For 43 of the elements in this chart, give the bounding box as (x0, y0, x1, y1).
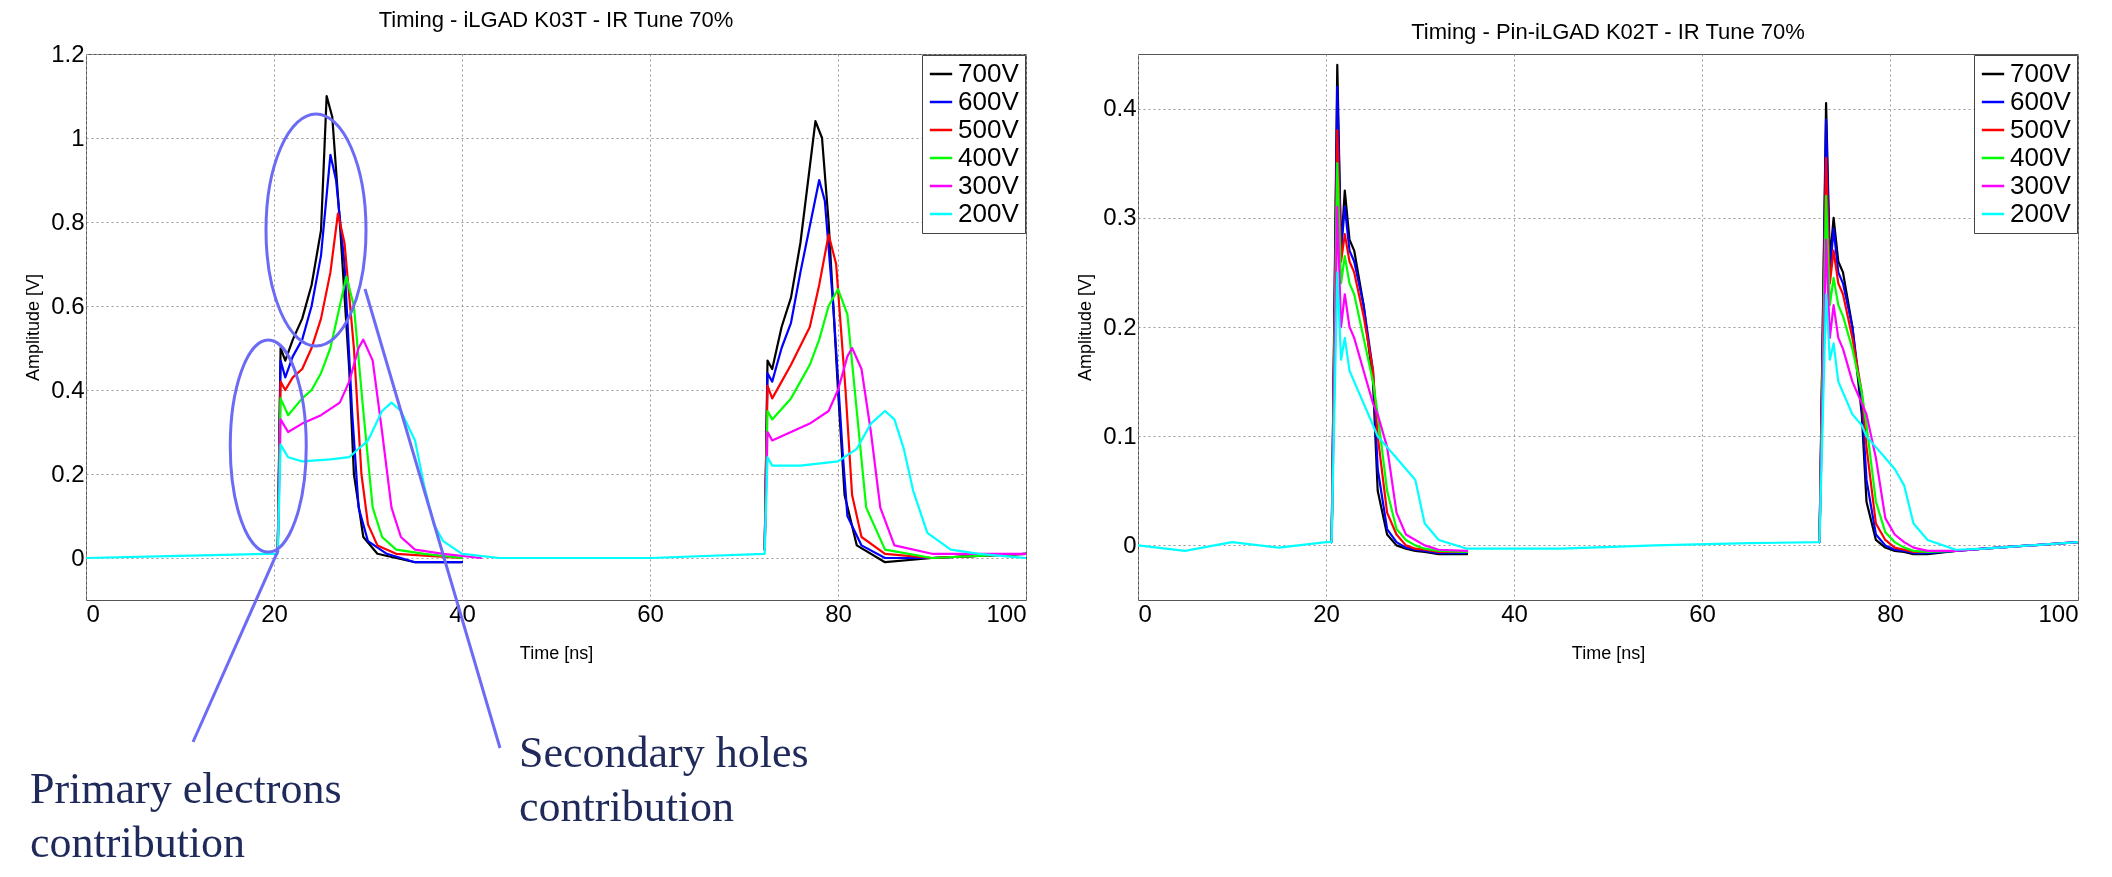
annotation: Primary electrons contribution (30, 763, 343, 869)
y-tick-label: 0 (1123, 530, 1137, 558)
legend-label: 400V (958, 142, 1020, 172)
legend-label: 400V (2010, 142, 2072, 172)
chart-title: Timing - iLGAD K03T - IR Tune 70% (378, 7, 734, 32)
x-tick-label: 80 (825, 599, 852, 627)
legend-label: 700V (2010, 58, 2072, 88)
x-axis-title: Time [ns] (519, 642, 594, 663)
y-tick-label: 1 (71, 123, 85, 151)
legend-label: 500V (2010, 114, 2072, 144)
y-tick-label: 0.1 (1103, 421, 1137, 449)
chart-title: Timing - Pin-iLGAD K02T - IR Tune 70% (1411, 19, 1805, 44)
legend-label: 600V (2010, 86, 2072, 116)
text: Secondary holes contribution (519, 727, 810, 833)
y-axis-title: Amplitude [V] (1075, 273, 1096, 382)
legend-label: 600V (958, 86, 1020, 116)
x-axis-title: Time [ns] (1571, 642, 1646, 663)
y-tick-label: 0.3 (1103, 203, 1137, 231)
x-tick-label: 60 (637, 599, 664, 627)
y-tick-label: 0.8 (51, 207, 85, 235)
y-tick-label: 1.2 (51, 39, 85, 67)
x-tick-label: 100 (986, 599, 1027, 627)
y-axis-title: Amplitude [V] (23, 273, 44, 382)
legend-label: 200V (2010, 198, 2072, 228)
x-tick-label: 20 (1313, 599, 1340, 627)
legend-label: 300V (958, 170, 1020, 200)
x-tick-label: 40 (1501, 599, 1528, 627)
legend-label: 500V (958, 114, 1020, 144)
line-series (1138, 271, 2078, 552)
legend-label: 200V (958, 198, 1020, 228)
y-tick-label: 0.2 (51, 459, 85, 487)
x-tick-label: 80 (1877, 599, 1904, 627)
x-tick-label: 20 (261, 599, 288, 627)
y-tick-label: 0.6 (51, 291, 85, 319)
x-tick-label: 100 (2038, 599, 2079, 627)
y-tick-label: 0 (71, 543, 85, 571)
y-tick-label: 0.4 (1103, 94, 1137, 122)
y-tick-label: 0.4 (51, 375, 85, 403)
line-series (86, 401, 1026, 560)
legend-label: 700V (958, 58, 1020, 88)
y-tick-label: 0.2 (1103, 312, 1137, 340)
x-tick-label: 60 (1689, 599, 1716, 627)
legend-label: 300V (2010, 170, 2072, 200)
